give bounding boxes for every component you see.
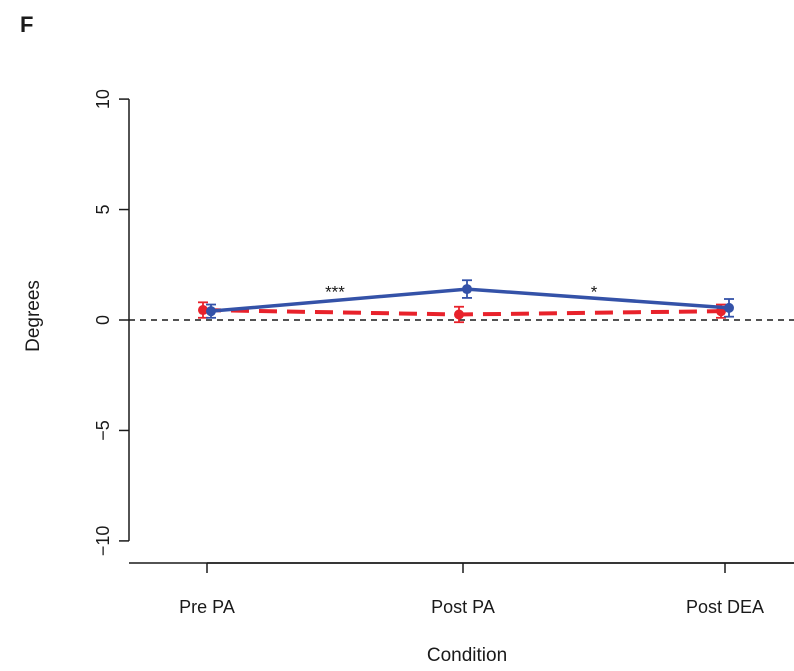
series-1 bbox=[206, 279, 734, 319]
x-tick-label: Post DEA bbox=[686, 597, 764, 617]
y-tick-label: 5 bbox=[93, 205, 113, 215]
panel-label: F bbox=[20, 12, 33, 37]
x-tick-label: Post PA bbox=[431, 597, 495, 617]
annotations: *** * bbox=[325, 282, 598, 301]
significance-marker: * bbox=[591, 282, 598, 301]
y-tick-label: 10 bbox=[93, 89, 113, 109]
x-tick-label: Pre PA bbox=[179, 597, 235, 617]
data-point bbox=[198, 305, 208, 316]
y-tick-label: −10 bbox=[93, 526, 113, 557]
significance-marker: *** bbox=[325, 282, 345, 301]
data-point bbox=[454, 309, 464, 320]
series bbox=[198, 279, 734, 324]
y-tick-label: 0 bbox=[93, 315, 113, 325]
axes: −10 −5 0 5 10 Pre PA Post PA Post DEA bbox=[93, 89, 794, 617]
x-axis-label: Condition bbox=[427, 645, 507, 666]
data-point bbox=[462, 284, 472, 295]
data-point bbox=[206, 306, 216, 317]
series-2 bbox=[198, 301, 726, 324]
y-tick-label: −5 bbox=[93, 420, 113, 441]
data-point bbox=[724, 302, 734, 313]
y-axis-label: Degrees bbox=[23, 280, 44, 352]
